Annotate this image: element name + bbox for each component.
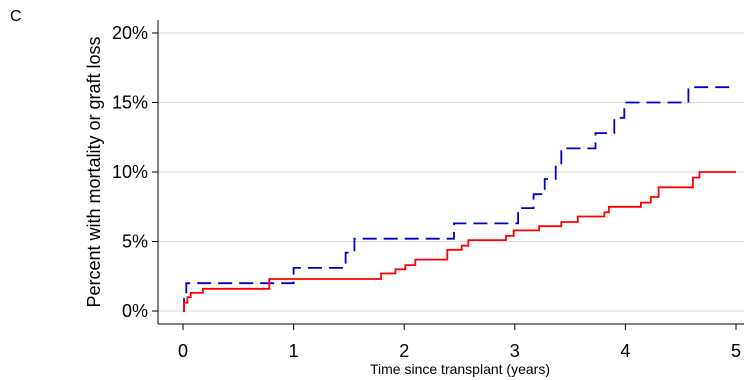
y-tick-label: 10% xyxy=(112,162,148,182)
y-axis-ticks: 0% 5% 10% 15% 20% xyxy=(112,23,158,321)
y-axis-label: Percent with mortality or graft loss xyxy=(84,36,104,307)
x-tick-label: 2 xyxy=(399,341,409,361)
x-axis-ticks: 0 1 2 3 4 5 xyxy=(178,324,741,361)
y-tick-label: 5% xyxy=(122,232,148,252)
series-line-2 xyxy=(183,171,736,312)
panel-label: C xyxy=(10,8,22,25)
x-tick-label: 0 xyxy=(178,341,188,361)
y-tick-label: 20% xyxy=(112,23,148,43)
x-tick-label: 4 xyxy=(620,341,630,361)
gridlines xyxy=(158,32,744,312)
series-line-1 xyxy=(183,86,736,312)
x-tick-label: 1 xyxy=(289,341,299,361)
y-tick-label: 0% xyxy=(122,301,148,321)
x-axis-label: Time since transplant (years) xyxy=(370,361,550,377)
series-lines xyxy=(183,86,736,312)
x-tick-label: 5 xyxy=(731,341,741,361)
y-tick-label: 15% xyxy=(112,93,148,113)
x-tick-label: 3 xyxy=(510,341,520,361)
